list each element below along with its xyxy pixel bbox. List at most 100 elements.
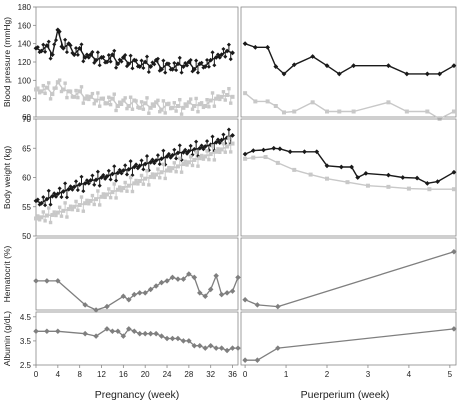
data-point-albumin-single	[186, 338, 192, 344]
data-point-blood-pressure-systolic	[86, 55, 91, 60]
data-point-body-weight-systolic	[261, 147, 266, 153]
puerperium-axis-title: Puerperium (week)	[301, 389, 390, 401]
data-point-blood-pressure-diastolic	[154, 100, 159, 105]
data-point-body-weight-systolic	[82, 180, 88, 186]
data-point-body-weight-diastolic	[81, 209, 86, 213]
data-point-body-weight-diastolic	[107, 187, 111, 191]
panel-ylabels: Blood pressure (mmHg) Body weight (kg) Hem…	[2, 17, 12, 366]
data-point-blood-pressure-systolic	[46, 39, 51, 44]
data-point-body-weight-systolic	[57, 186, 62, 191]
data-point-body-weight-systolic	[174, 156, 179, 161]
data-point-blood-pressure-diastolic	[451, 109, 456, 114]
data-point-albumin-single	[55, 328, 61, 335]
xtick-label-pregnancy: 4	[56, 370, 61, 379]
data-point-body-weight-systolic	[191, 147, 197, 152]
data-point-blood-pressure-systolic	[242, 41, 248, 47]
data-point-albumin-single	[224, 347, 230, 354]
data-point-blood-pressure-diastolic	[50, 92, 55, 97]
data-point-blood-pressure-diastolic	[79, 85, 84, 89]
data-point-body-weight-systolic	[73, 179, 79, 184]
data-point-body-weight-systolic	[188, 143, 193, 148]
data-point-hematocrit-single	[44, 278, 50, 284]
series-line-hematocrit-single-pregnancy	[36, 273, 239, 311]
data-point-blood-pressure-diastolic	[110, 96, 115, 101]
data-point-blood-pressure-diastolic	[156, 98, 160, 103]
data-point-blood-pressure-systolic	[144, 54, 150, 59]
data-point-blood-pressure-diastolic	[186, 100, 191, 105]
data-point-blood-pressure-systolic	[188, 57, 193, 63]
data-point-blood-pressure-systolic	[174, 68, 179, 73]
data-point-blood-pressure-diastolic	[52, 86, 56, 90]
data-point-body-weight-systolic	[124, 172, 130, 177]
data-point-hematocrit-single	[235, 274, 241, 281]
data-point-blood-pressure-systolic	[168, 67, 173, 72]
data-point-blood-pressure-systolic	[208, 57, 214, 63]
data-point-body-weight-systolic	[424, 180, 430, 186]
data-point-blood-pressure-systolic	[197, 61, 203, 67]
data-point-body-weight-diastolic	[186, 160, 191, 165]
data-point-body-weight-diastolic	[47, 206, 51, 210]
data-point-body-weight-diastolic	[185, 163, 189, 167]
data-point-body-weight-systolic	[314, 149, 320, 155]
data-point-body-weight-diastolic	[175, 164, 180, 169]
data-point-body-weight-systolic	[221, 132, 226, 137]
data-point-blood-pressure-systolic	[212, 63, 217, 68]
data-point-blood-pressure-systolic	[291, 62, 297, 68]
data-point-body-weight-diastolic	[114, 196, 118, 200]
data-point-blood-pressure-systolic	[106, 53, 111, 58]
data-point-blood-pressure-systolic	[252, 44, 258, 50]
data-point-blood-pressure-systolic	[84, 52, 89, 57]
data-point-blood-pressure-diastolic	[48, 97, 53, 101]
data-point-body-weight-systolic	[144, 154, 150, 159]
panel-body-weight: 50 55 60 65 70	[22, 115, 457, 241]
data-point-hematocrit-single	[191, 274, 198, 281]
xtick-label-puerperium: 1	[284, 370, 289, 379]
series-line-hematocrit-single-puerperium	[244, 251, 455, 308]
data-point-blood-pressure-systolic	[73, 46, 79, 51]
data-point-blood-pressure-diastolic	[207, 105, 211, 109]
data-point-body-weight-diastolic	[158, 176, 162, 180]
data-point-hematocrit-single	[158, 279, 165, 286]
data-point-body-weight-systolic	[302, 149, 307, 155]
data-point-albumin-single	[147, 330, 154, 337]
data-point-blood-pressure-diastolic	[121, 98, 126, 103]
data-point-body-weight-systolic	[230, 132, 235, 138]
data-point-blood-pressure-systolic	[221, 46, 226, 52]
data-point-body-weight-systolic	[142, 161, 148, 167]
data-point-albumin-single	[218, 345, 225, 351]
data-point-hematocrit-single	[120, 293, 127, 300]
data-point-blood-pressure-diastolic	[243, 91, 248, 96]
ytick-label-albumin: 4.5	[20, 313, 32, 322]
data-point-body-weight-diastolic	[44, 213, 49, 218]
data-point-body-weight-systolic	[205, 139, 210, 144]
data-point-blood-pressure-diastolic	[273, 104, 278, 108]
data-point-blood-pressure-diastolic	[183, 102, 187, 106]
data-point-blood-pressure-diastolic	[96, 91, 100, 95]
data-point-body-weight-diastolic	[451, 187, 456, 192]
data-point-body-weight-systolic	[60, 189, 66, 194]
data-point-blood-pressure-systolic	[215, 52, 221, 57]
panel-frame-body-weight-puerperium	[240, 118, 457, 237]
data-point-blood-pressure-systolic	[224, 48, 230, 54]
xtick-label-puerperium: 3	[366, 370, 371, 379]
ylabel-body-weight: Body weight (kg)	[2, 146, 12, 209]
data-point-body-weight-diastolic	[178, 156, 182, 160]
data-point-blood-pressure-systolic	[48, 56, 53, 61]
data-point-body-weight-systolic	[95, 169, 100, 174]
data-point-blood-pressure-systolic	[99, 55, 104, 60]
data-point-body-weight-diastolic	[163, 176, 167, 181]
data-point-body-weight-systolic	[349, 164, 354, 170]
data-point-blood-pressure-diastolic	[126, 104, 131, 108]
panel-frame-albumin-puerperium	[240, 311, 457, 366]
data-point-body-weight-diastolic	[72, 204, 77, 209]
data-point-blood-pressure-systolic	[92, 60, 97, 65]
data-point-body-weight-diastolic	[161, 162, 166, 166]
data-point-body-weight-diastolic	[126, 183, 131, 188]
data-point-body-weight-diastolic	[165, 168, 170, 173]
data-point-blood-pressure-systolic	[185, 63, 190, 68]
data-point-blood-pressure-diastolic	[107, 95, 111, 99]
data-point-body-weight-diastolic	[110, 190, 115, 195]
data-point-body-weight-systolic	[202, 144, 208, 149]
data-point-body-weight-systolic	[150, 157, 155, 162]
data-point-body-weight-diastolic	[125, 189, 129, 193]
